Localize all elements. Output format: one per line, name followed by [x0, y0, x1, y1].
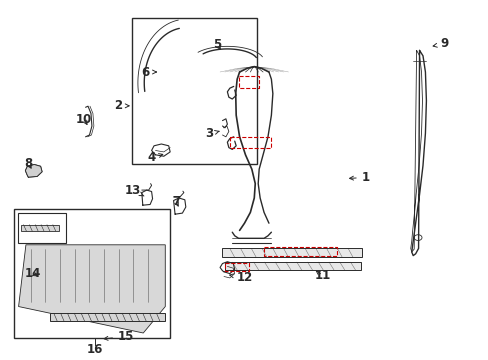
Text: 10: 10 — [76, 113, 92, 126]
Text: 7: 7 — [172, 195, 180, 208]
Text: 14: 14 — [25, 267, 41, 280]
Bar — [132, 18, 256, 164]
Bar — [21, 225, 59, 231]
Text: 11: 11 — [314, 269, 330, 282]
Polygon shape — [25, 165, 42, 177]
Text: 15: 15 — [104, 330, 134, 343]
Text: 3: 3 — [205, 127, 219, 140]
Bar — [18, 213, 65, 243]
Polygon shape — [19, 245, 165, 333]
Bar — [222, 248, 361, 257]
Text: 4: 4 — [147, 151, 163, 164]
Text: 13: 13 — [124, 184, 143, 197]
Text: 2: 2 — [114, 99, 129, 112]
Text: 8: 8 — [24, 157, 32, 170]
Text: 9: 9 — [432, 37, 447, 50]
Text: 12: 12 — [229, 271, 252, 284]
Bar — [14, 209, 170, 338]
Text: 6: 6 — [142, 66, 156, 78]
Bar — [50, 313, 165, 321]
Bar — [224, 262, 360, 270]
Text: 1: 1 — [349, 171, 369, 184]
Text: 16: 16 — [87, 343, 103, 356]
Text: 5: 5 — [213, 39, 221, 51]
